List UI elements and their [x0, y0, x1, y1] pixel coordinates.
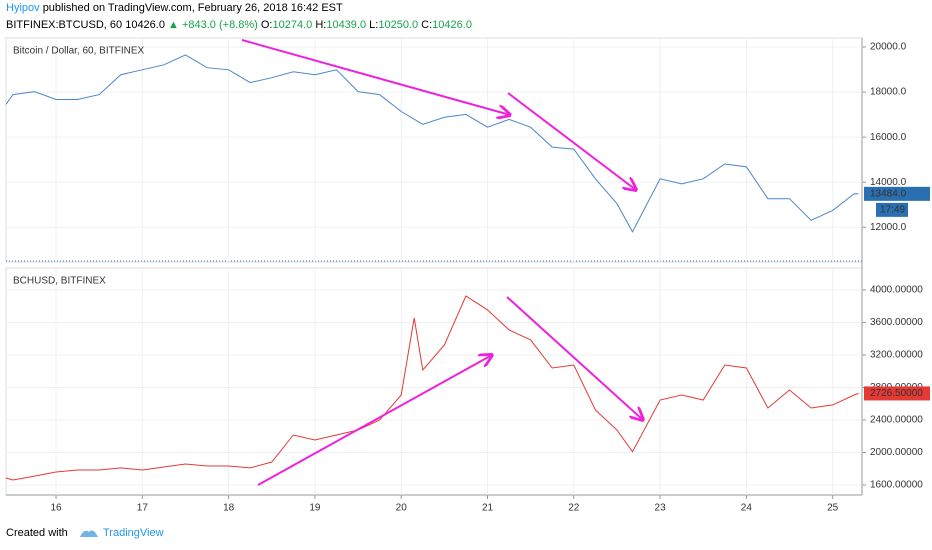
x-tick-label: 20: [396, 503, 408, 514]
countdown-tag: [876, 202, 908, 217]
panel-frame: [5, 267, 863, 496]
header-line: Hyipov published on TradingView.com, Feb…: [6, 2, 343, 14]
price-tag: [864, 186, 930, 201]
y-tick-label: 4000.00000: [870, 285, 923, 296]
price-tag-label: 13484.0: [870, 188, 907, 199]
y-tick-label: 12000.0: [870, 222, 907, 233]
ohlc-label: L:: [369, 19, 379, 31]
x-tick-label: 16: [50, 503, 62, 514]
price-tag: [864, 386, 930, 401]
x-tick-label: 23: [655, 503, 667, 514]
ohlc-label: H:: [315, 19, 327, 31]
ohlc-value: 10250.0: [378, 19, 419, 31]
symbol-line: BITFINEX:BTCUSD, 60 10426.0 ▲ +843.0 (+8…: [6, 19, 472, 31]
chart: 12000.0 14000.0 16000.0 18000.0 20000.0 Bitco…: [5, 37, 930, 514]
x-tick-label: 21: [482, 503, 494, 514]
y-tick-label: 1600.00000: [870, 480, 923, 491]
price-tag-label: 2726.50000: [870, 388, 923, 399]
published: published on TradingView.com, February 2…: [42, 2, 343, 14]
x-tick-label: 22: [568, 503, 580, 514]
arrow: [241, 39, 510, 115]
countdown-label: 17:49: [880, 204, 905, 215]
brand[interactable]: TradingView: [103, 527, 164, 539]
y-tick-label: 14000.0: [870, 177, 907, 188]
x-tick-label: 25: [827, 503, 839, 514]
x-tick-label: 18: [223, 503, 235, 514]
ohlc-value: 10439.0: [326, 19, 367, 31]
price-line: [5, 295, 859, 481]
ohlc-value: 10274.0: [272, 19, 313, 31]
y-tick-label: 2000.00000: [870, 447, 923, 458]
panel-title: BCHUSD, BITFINEX: [13, 276, 106, 287]
change: ▲ +843.0 (+8.8%): [168, 19, 258, 31]
created-with: Created with: [6, 527, 68, 539]
price-line: [5, 54, 859, 233]
y-tick-label: 18000.0: [870, 87, 907, 98]
annotations: [241, 39, 643, 486]
y-tick-label: 3600.00000: [870, 317, 923, 328]
symbol: BITFINEX:BTCUSD, 60: [6, 19, 123, 31]
y-tick-label: 20000.0: [870, 42, 907, 53]
ohlc-value: 10426.0: [432, 19, 472, 31]
x-tick-label: 19: [309, 503, 321, 514]
arrow: [506, 296, 643, 420]
arrow: [257, 355, 492, 486]
y-tick-label: 3200.00000: [870, 350, 923, 361]
y-tick-label: 16000.0: [870, 132, 907, 143]
x-tick-label: 17: [137, 503, 149, 514]
last: 10426.0: [125, 19, 165, 31]
y-tick-label: 2400.00000: [870, 415, 923, 426]
x-tick-label: 24: [741, 503, 753, 514]
arrow: [507, 92, 636, 190]
panel-title: Bitcoin / Dollar, 60, BITFINEX: [13, 46, 144, 57]
ohlc-label: O:: [260, 19, 273, 31]
logo: [80, 530, 98, 537]
author[interactable]: Hyipov: [6, 2, 40, 14]
ohlc-label: C:: [421, 19, 433, 31]
